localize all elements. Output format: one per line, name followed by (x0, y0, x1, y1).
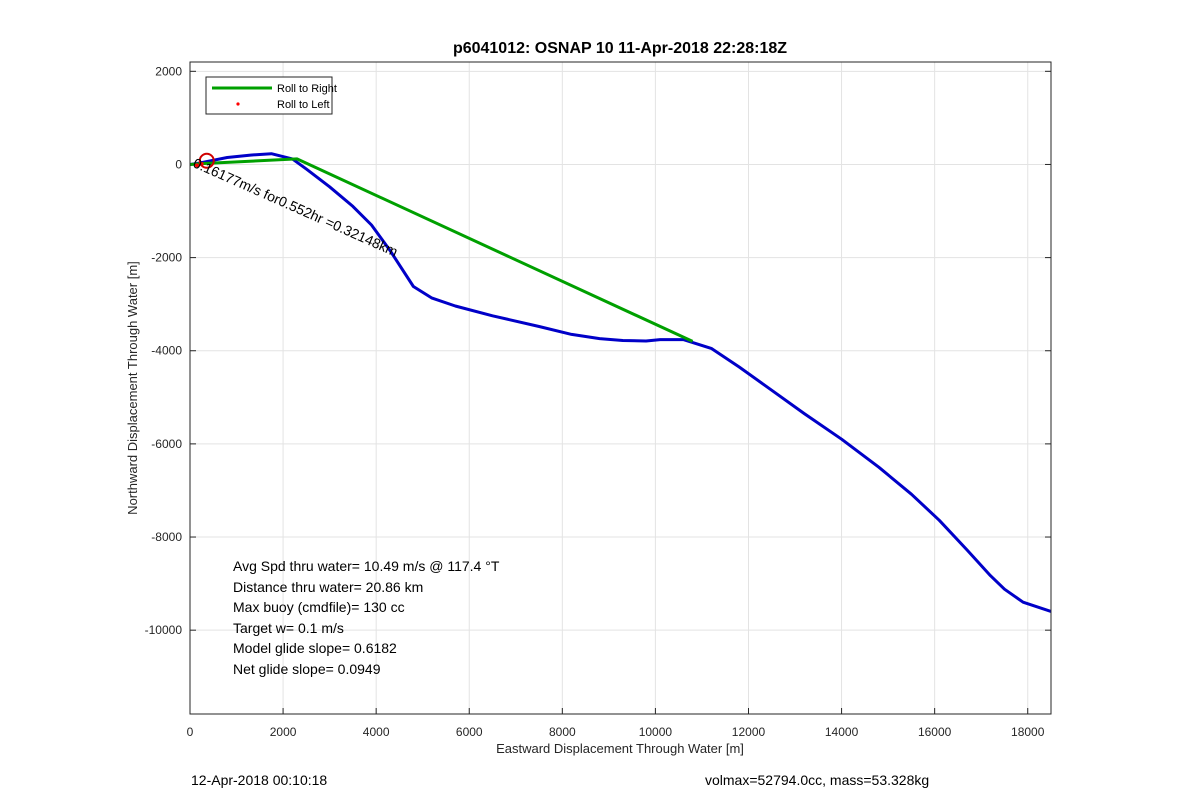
legend-box (205, 76, 333, 115)
x-tick-label: 8000 (549, 725, 576, 739)
y-tick-label: -10000 (145, 623, 183, 637)
y-tick-label: -2000 (151, 251, 182, 265)
legend-roll-left-swatch (236, 102, 240, 106)
plot-area (190, 62, 1051, 714)
x-tick-label: 16000 (918, 725, 952, 739)
footer-volmax-mass: volmax=52794.0cc, mass=53.328kg (705, 772, 930, 788)
x-tick-label: 12000 (732, 725, 766, 739)
x-tick-label: 2000 (270, 725, 297, 739)
grid (189, 62, 1051, 714)
x-tick-label: 10000 (639, 725, 673, 739)
x-tick-label: 4000 (363, 725, 390, 739)
axis-ticks: 0 2000 4000 6000 8000 10000 12000 14000 16000 180… (145, 64, 1051, 739)
stat-target-w: Target w= 0.1 m/s (233, 620, 344, 636)
footer-timestamp: 12-Apr-2018 00:10:18 (191, 772, 328, 788)
series-point-roll-to-left (194, 163, 199, 168)
y-tick-label: -6000 (151, 437, 182, 451)
y-axis-label: Northward Displacement Through Water [m] (125, 261, 140, 515)
y-tick-label: -4000 (151, 344, 182, 358)
legend-roll-right-label: Roll to Right (277, 83, 337, 95)
stat-net-glide-slope: Net glide slope= 0.0949 (233, 661, 381, 677)
y-tick-label: 2000 (155, 64, 182, 78)
x-tick-label: 0 (187, 725, 194, 739)
series-layer (190, 152, 1051, 613)
y-tick-label: -8000 (151, 530, 182, 544)
stat-avg-speed: Avg Spd thru water= 10.49 m/s @ 117.4 °T (233, 558, 500, 574)
x-tick-label: 18000 (1011, 725, 1045, 739)
position-marker (198, 152, 215, 169)
legend-roll-left-label: Roll to Left (277, 99, 330, 111)
x-tick-label: 6000 (456, 725, 483, 739)
y-tick-label: 0 (175, 157, 182, 171)
stats-box: Avg Spd thru water= 10.49 m/s @ 117.4 °T… (233, 558, 500, 677)
stat-distance: Distance thru water= 20.86 km (233, 579, 423, 595)
x-axis-label: Eastward Displacement Through Water [m] (496, 741, 744, 756)
stat-model-glide-slope: Model glide slope= 0.6182 (233, 640, 397, 656)
chart-title: p6041012: OSNAP 10 11-Apr-2018 22:28:18Z (453, 40, 787, 57)
legend: Roll to Right Roll to Left (205, 76, 337, 115)
x-tick-label: 14000 (825, 725, 859, 739)
plot-frame (189, 61, 1052, 715)
stat-max-buoy: Max buoy (cmdfile)= 130 cc (233, 599, 405, 615)
